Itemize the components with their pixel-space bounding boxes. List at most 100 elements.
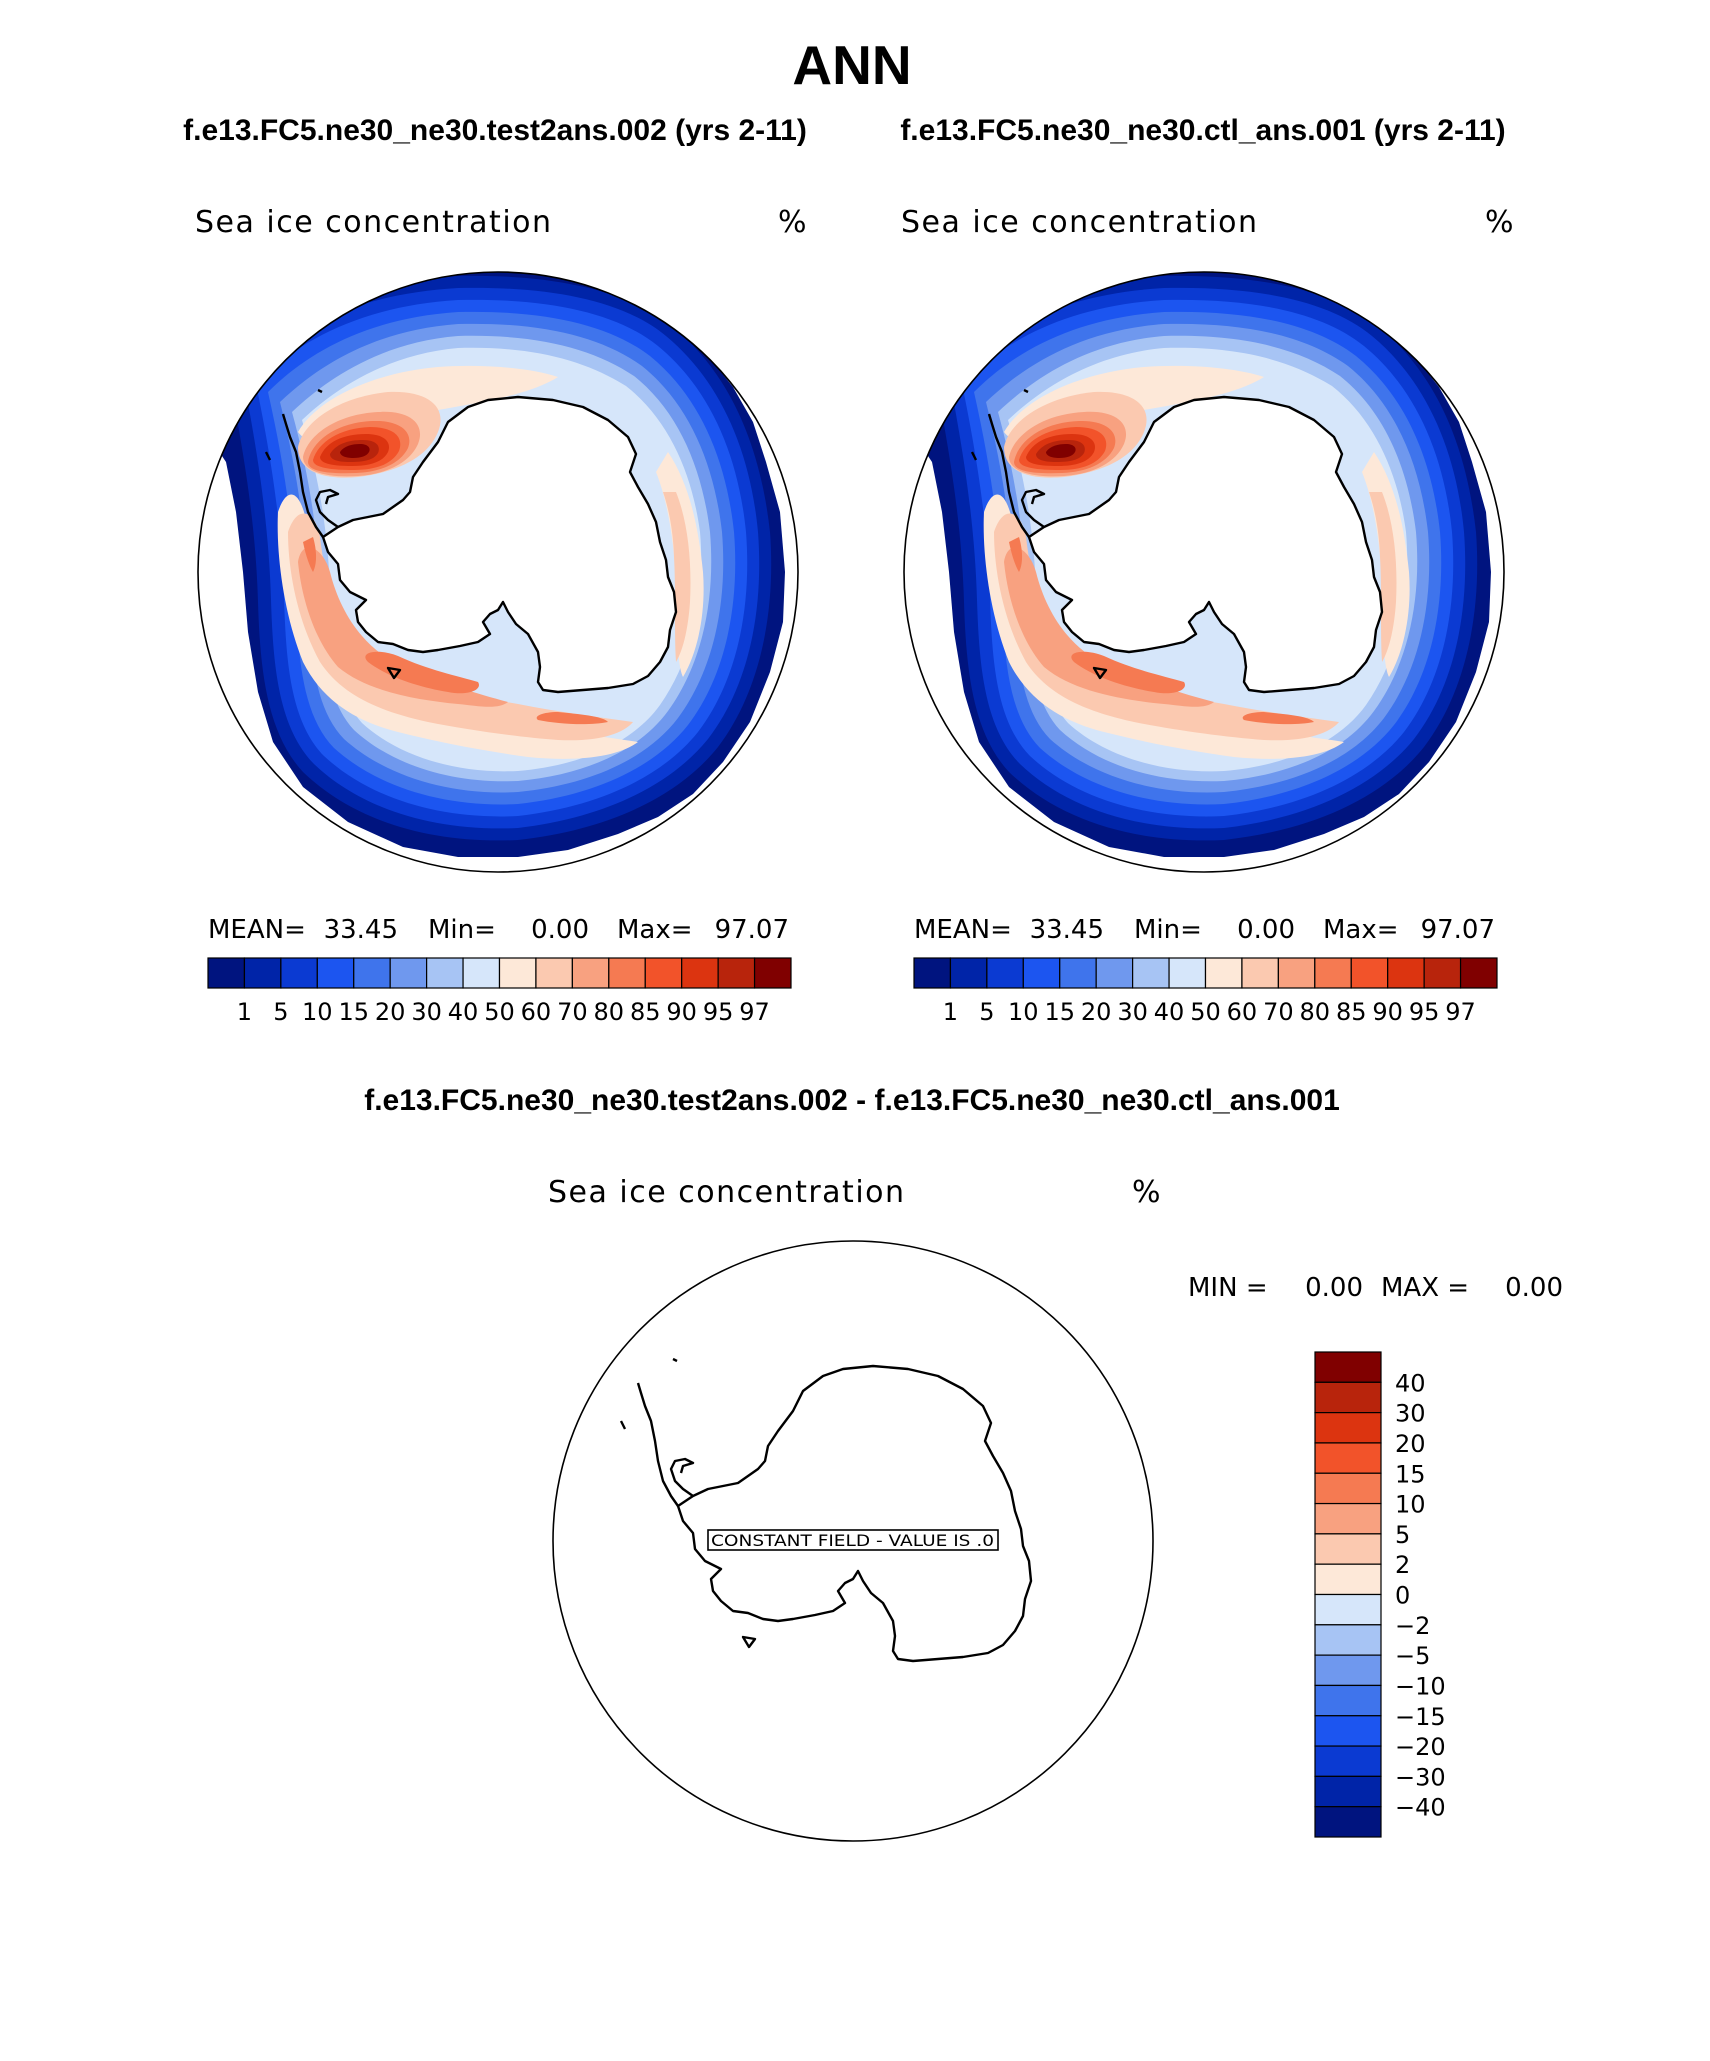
constant-field-box <box>707 1529 999 1551</box>
colorbar-swatch <box>681 957 719 989</box>
colorbar-swatch <box>498 957 537 989</box>
constant-field-text: CONSTANT FIELD - VALUE IS .0 <box>711 1531 994 1550</box>
colorbar-swatch <box>1314 1563 1382 1596</box>
colorbar-swatch <box>1314 1654 1382 1687</box>
colorbar-swatch <box>717 957 756 989</box>
colorbar-swatch <box>1241 957 1279 989</box>
colorbar-tick-label: 5 <box>1395 1521 1410 1549</box>
colorbar-tick-label: 90 <box>1372 998 1403 1026</box>
panel-left: Sea ice concentration % MEAN= 33.45 Min=… <box>195 205 807 1026</box>
colorbar-tick-label: 85 <box>1336 998 1367 1026</box>
colorbar-tick-label: 20 <box>1081 998 1112 1026</box>
colorbar-swatch <box>1132 957 1170 989</box>
colorbar-swatch <box>1168 957 1207 989</box>
colorbar-swatch <box>571 957 610 989</box>
colorbar-tick-label: −15 <box>1395 1703 1446 1731</box>
units-label-diff: % <box>1132 1175 1161 1210</box>
colorbar-swatch <box>1314 1381 1382 1414</box>
colorbar-swatch <box>1277 957 1316 989</box>
colorbar-swatch <box>462 957 501 989</box>
colorbar-swatch <box>207 957 246 989</box>
colorbar-tick-label: 1 <box>237 998 252 1026</box>
colorbar-tick-label: 50 <box>484 998 515 1026</box>
min-value-right: 0.00 <box>1237 915 1295 945</box>
colorbar-right: 1 5 10 15 20 30 40 50 60 70 80 85 90 95 97 <box>913 957 1498 1026</box>
colorbar-tick-label: 40 <box>448 998 479 1026</box>
mean-label-right: MEAN= <box>914 915 1012 945</box>
polar-map-diff: CONSTANT FIELD - VALUE IS .0 <box>552 1240 1154 1842</box>
max-label-right: Max= <box>1323 915 1399 945</box>
colorbar-tick-label: 95 <box>1409 998 1440 1026</box>
case-label-right: f.e13.FC5.ne30_ne30.ctl_ans.001 (yrs 2-1… <box>900 114 1505 147</box>
colorbar-swatch <box>1387 957 1425 989</box>
variable-label-left: Sea ice concentration <box>195 205 553 240</box>
colorbar-swatch <box>1022 957 1061 989</box>
colorbar-tick-label: 50 <box>1190 998 1221 1026</box>
mean-value-right: 33.45 <box>1030 915 1104 945</box>
figure-title: ANN <box>792 34 911 96</box>
variable-label-right: Sea ice concentration <box>901 205 1259 240</box>
colorbar-swatch <box>1314 1806 1382 1838</box>
polar-map-right <box>903 271 1505 873</box>
colorbar-tick-label: 60 <box>521 998 552 1026</box>
colorbar-tick-label: 85 <box>630 998 661 1026</box>
colorbar-swatch <box>913 957 952 989</box>
diff-max-value: 0.00 <box>1505 1273 1563 1303</box>
colorbar-tick-label: 5 <box>273 998 288 1026</box>
colorbar-swatch <box>316 957 355 989</box>
polar-map-left <box>197 271 799 873</box>
colorbar-swatch <box>1314 1351 1382 1383</box>
colorbar-swatch <box>608 957 646 989</box>
panel-diff: f.e13.FC5.ne30_ne30.test2ans.002 - f.e13… <box>364 1084 1563 1842</box>
colorbar-tick-label: 30 <box>1117 998 1148 1026</box>
colorbar-tick-label: 10 <box>302 998 333 1026</box>
min-value-left: 0.00 <box>531 915 589 945</box>
colorbar-tick-label: −30 <box>1395 1763 1446 1791</box>
colorbar-swatch <box>426 957 464 989</box>
colorbar-swatch <box>1314 1472 1382 1505</box>
colorbar-tick-label: 2 <box>1395 1551 1410 1579</box>
colorbar-tick-label: 90 <box>666 998 697 1026</box>
colorbar-tick-label: −40 <box>1395 1794 1446 1822</box>
colorbar-tick-label: −5 <box>1395 1642 1430 1670</box>
colorbar-tick-label: 1 <box>943 998 958 1026</box>
units-label-left: % <box>778 205 807 240</box>
colorbar-tick-label: 70 <box>1263 998 1294 1026</box>
colorbar-tick-label: −20 <box>1395 1733 1446 1761</box>
colorbar-swatch <box>353 957 391 989</box>
colorbar-swatch <box>1314 1775 1382 1808</box>
colorbar-left: 1 5 10 15 20 30 40 50 60 70 80 85 90 95 97 <box>207 957 792 1026</box>
colorbar-tick-label: 97 <box>739 998 770 1026</box>
colorbar-swatch <box>644 957 683 989</box>
colorbar-swatch <box>1314 1624 1382 1656</box>
colorbar-swatch <box>1314 1593 1382 1626</box>
colorbar-tick-label: 80 <box>1300 998 1331 1026</box>
colorbar-tick-label: 15 <box>338 998 369 1026</box>
colorbar-tick-label: 20 <box>1395 1430 1426 1458</box>
colorbar-swatch <box>753 957 792 989</box>
colorbar-swatch <box>1314 957 1352 989</box>
colorbar-swatch <box>535 957 573 989</box>
colorbar-swatch <box>389 957 428 989</box>
colorbar-swatch <box>1314 1684 1382 1717</box>
panel-right: Sea ice concentration % MEAN= 33.45 Min=… <box>901 205 1514 1026</box>
min-label-right: Min= <box>1134 915 1202 945</box>
colorbar-tick-label: 15 <box>1044 998 1075 1026</box>
colorbar-tick-label: 30 <box>1395 1400 1426 1428</box>
units-label-right: % <box>1485 205 1514 240</box>
colorbar-tick-label: 20 <box>375 998 406 1026</box>
colorbar-tick-label: 95 <box>703 998 734 1026</box>
mean-value-left: 33.45 <box>324 915 398 945</box>
colorbar-tick-label: 40 <box>1395 1369 1426 1397</box>
diff-min-value: 0.00 <box>1305 1273 1363 1303</box>
max-label-left: Max= <box>617 915 693 945</box>
diff-case-label: f.e13.FC5.ne30_ne30.test2ans.002 - f.e13… <box>364 1084 1340 1117</box>
colorbar-tick-label: 97 <box>1445 998 1476 1026</box>
colorbar-tick-label: 5 <box>979 998 994 1026</box>
colorbar-tick-label: 60 <box>1227 998 1258 1026</box>
colorbar-swatch <box>1459 957 1498 989</box>
colorbar-swatch <box>1423 957 1462 989</box>
colorbar-tick-label: −10 <box>1395 1672 1446 1700</box>
